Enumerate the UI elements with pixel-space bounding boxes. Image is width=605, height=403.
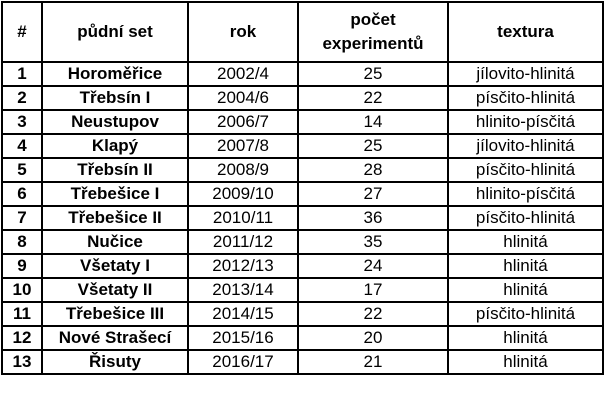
- soil-set-cell: Nučice: [41, 229, 189, 255]
- table-row: 10 Všetaty II 2013/14 17 hlinitá: [1, 277, 604, 303]
- texture-cell: písčito-hlinitá: [447, 157, 604, 183]
- soil-set-cell: Všetaty II: [41, 277, 189, 303]
- experiment-count-cell: 25: [297, 61, 449, 87]
- table-row: 6 Třebešice I 2009/10 27 hlinito-písčitá: [1, 181, 604, 207]
- table-row: 11 Třebešice III 2014/15 22 písčito-hlinitá: [1, 301, 604, 327]
- experiment-count-cell: 27: [297, 181, 449, 207]
- header-texture: textura: [447, 1, 604, 63]
- soil-set-table: # půdní set rok počet experimentů textur…: [1, 1, 604, 375]
- year-cell: 2015/16: [187, 325, 299, 351]
- soil-set-cell: Nové Strašecí: [41, 325, 189, 351]
- texture-cell: písčito-hlinitá: [447, 301, 604, 327]
- texture-cell: hlinitá: [447, 349, 604, 375]
- table-row: 4 Klapý 2007/8 25 jílovito-hlinitá: [1, 133, 604, 159]
- experiment-count-cell: 24: [297, 253, 449, 279]
- year-cell: 2009/10: [187, 181, 299, 207]
- experiment-count-cell: 22: [297, 301, 449, 327]
- row-number-cell: 8: [1, 229, 43, 255]
- soil-set-cell: Třebsín II: [41, 157, 189, 183]
- year-cell: 2007/8: [187, 133, 299, 159]
- table-row: 8 Nučice 2011/12 35 hlinitá: [1, 229, 604, 255]
- year-cell: 2006/7: [187, 109, 299, 135]
- header-experiment-count: počet experimentů: [297, 1, 449, 63]
- year-cell: 2016/17: [187, 349, 299, 375]
- experiment-count-cell: 21: [297, 349, 449, 375]
- soil-set-cell: Řisuty: [41, 349, 189, 375]
- texture-cell: hlinitá: [447, 277, 604, 303]
- row-number-cell: 11: [1, 301, 43, 327]
- year-cell: 2002/4: [187, 61, 299, 87]
- header-year: rok: [187, 1, 299, 63]
- year-cell: 2008/9: [187, 157, 299, 183]
- table-body: 1 Horoměřice 2002/4 25 jílovito-hlinitá 2 Třeb…: [1, 61, 604, 375]
- header-experiment-count-line1: počet: [350, 10, 396, 29]
- year-cell: 2014/15: [187, 301, 299, 327]
- header-experiment-count-line2: experimentů: [322, 34, 424, 53]
- table-row: 2 Třebsín I 2004/6 22 písčito-hlinitá: [1, 85, 604, 111]
- texture-cell: jílovito-hlinitá: [447, 61, 604, 87]
- header-soil-set: půdní set: [41, 1, 189, 63]
- texture-cell: hlinito-písčitá: [447, 181, 604, 207]
- soil-set-cell: Klapý: [41, 133, 189, 159]
- year-cell: 2012/13: [187, 253, 299, 279]
- soil-set-cell: Neustupov: [41, 109, 189, 135]
- soil-set-cell: Třebešice III: [41, 301, 189, 327]
- soil-set-cell: Třebešice II: [41, 205, 189, 231]
- header-number: #: [1, 1, 43, 63]
- texture-cell: písčito-hlinitá: [447, 205, 604, 231]
- row-number-cell: 9: [1, 253, 43, 279]
- table-row: 9 Všetaty I 2012/13 24 hlinitá: [1, 253, 604, 279]
- row-number-cell: 5: [1, 157, 43, 183]
- texture-cell: hlinitá: [447, 229, 604, 255]
- year-cell: 2011/12: [187, 229, 299, 255]
- year-cell: 2010/11: [187, 205, 299, 231]
- row-number-cell: 10: [1, 277, 43, 303]
- soil-set-cell: Horoměřice: [41, 61, 189, 87]
- row-number-cell: 7: [1, 205, 43, 231]
- texture-cell: písčito-hlinitá: [447, 85, 604, 111]
- soil-set-cell: Všetaty I: [41, 253, 189, 279]
- year-cell: 2013/14: [187, 277, 299, 303]
- experiment-count-cell: 14: [297, 109, 449, 135]
- row-number-cell: 6: [1, 181, 43, 207]
- experiment-count-cell: 25: [297, 133, 449, 159]
- row-number-cell: 4: [1, 133, 43, 159]
- row-number-cell: 1: [1, 61, 43, 87]
- soil-set-cell: Třebešice I: [41, 181, 189, 207]
- texture-cell: jílovito-hlinitá: [447, 133, 604, 159]
- soil-set-cell: Třebsín I: [41, 85, 189, 111]
- table-row: 7 Třebešice II 2010/11 36 písčito-hlinitá: [1, 205, 604, 231]
- table-row: 13 Řisuty 2016/17 21 hlinitá: [1, 349, 604, 375]
- texture-cell: hlinitá: [447, 253, 604, 279]
- table-header: # půdní set rok počet experimentů textur…: [1, 1, 604, 63]
- table-row: 5 Třebsín II 2008/9 28 písčito-hlinitá: [1, 157, 604, 183]
- experiment-count-cell: 35: [297, 229, 449, 255]
- year-cell: 2004/6: [187, 85, 299, 111]
- header-row: # půdní set rok počet experimentů textur…: [1, 1, 604, 63]
- table-row: 12 Nové Strašecí 2015/16 20 hlinitá: [1, 325, 604, 351]
- texture-cell: hlinitá: [447, 325, 604, 351]
- table-row: 1 Horoměřice 2002/4 25 jílovito-hlinitá: [1, 61, 604, 87]
- row-number-cell: 3: [1, 109, 43, 135]
- row-number-cell: 2: [1, 85, 43, 111]
- experiment-count-cell: 22: [297, 85, 449, 111]
- table-row: 3 Neustupov 2006/7 14 hlinito-písčitá: [1, 109, 604, 135]
- experiment-count-cell: 36: [297, 205, 449, 231]
- experiment-count-cell: 20: [297, 325, 449, 351]
- experiment-count-cell: 28: [297, 157, 449, 183]
- experiment-count-cell: 17: [297, 277, 449, 303]
- row-number-cell: 13: [1, 349, 43, 375]
- row-number-cell: 12: [1, 325, 43, 351]
- texture-cell: hlinito-písčitá: [447, 109, 604, 135]
